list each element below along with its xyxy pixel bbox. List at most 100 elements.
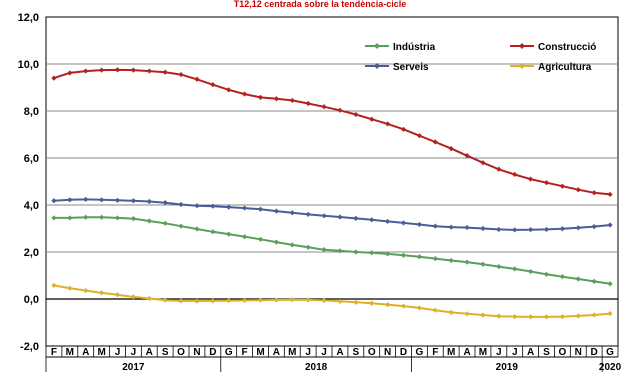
data-point [321, 104, 327, 110]
data-point [496, 263, 502, 270]
data-point [416, 305, 422, 311]
legend: Indústria Construcció Serveis Agricultura [365, 42, 596, 73]
data-point [480, 261, 486, 267]
data-point [67, 70, 73, 76]
series-line-0 [53, 216, 611, 285]
data-point [464, 311, 470, 317]
month-tick-label: J [321, 347, 327, 358]
data-point [528, 176, 534, 182]
month-tick-label: N [384, 347, 391, 358]
data-point [51, 282, 57, 288]
data-point [543, 314, 550, 320]
data-point [83, 196, 89, 202]
data-point [67, 197, 73, 203]
data-point [67, 285, 73, 291]
data-point [210, 298, 216, 304]
legend-label: Agricultura [538, 62, 592, 73]
month-tick-label: A [527, 347, 534, 358]
data-point [496, 313, 502, 319]
data-point [432, 223, 438, 229]
year-label: 2020 [599, 362, 622, 373]
data-point [130, 294, 136, 300]
legend-marker [374, 43, 380, 49]
data-point [432, 139, 438, 145]
data-point [416, 133, 422, 139]
month-tick-label: A [336, 347, 343, 358]
data-point [99, 67, 105, 73]
data-point [162, 200, 168, 206]
month-tick-label: J [115, 347, 121, 358]
month-tick-label: A [273, 347, 280, 358]
legend-marker [374, 63, 380, 69]
data-point [512, 227, 518, 233]
year-label: 2017 [122, 362, 145, 373]
data-point [178, 201, 184, 208]
data-point [575, 313, 581, 319]
data-point [528, 314, 534, 320]
data-point [146, 198, 152, 205]
data-point [543, 180, 550, 186]
data-point [559, 183, 565, 189]
data-point [305, 211, 311, 217]
data-point [114, 197, 121, 203]
data-point [83, 214, 89, 220]
data-point [607, 222, 613, 228]
y-tick-label: 0,0 [24, 294, 39, 306]
month-tick-label: G [415, 347, 423, 358]
data-point [432, 255, 438, 262]
data-point [591, 312, 597, 318]
data-point [130, 198, 136, 204]
data-point [210, 203, 216, 209]
data-point [385, 218, 391, 225]
data-point [130, 67, 136, 73]
data-point [226, 231, 232, 237]
data-point [400, 252, 407, 258]
data-point [51, 75, 57, 81]
data-point [353, 299, 359, 305]
data-point [385, 251, 391, 257]
data-point [321, 213, 327, 219]
data-point [257, 94, 264, 100]
data-point [194, 203, 200, 209]
data-point [512, 171, 518, 178]
month-tick-label: D [209, 347, 216, 358]
data-point [273, 239, 279, 245]
data-point [83, 68, 89, 74]
year-label: 2018 [305, 362, 328, 373]
data-point [480, 225, 486, 232]
data-point [369, 217, 375, 223]
data-point [321, 247, 327, 253]
month-tick-label: A [146, 347, 153, 358]
month-tick-label: A [463, 347, 470, 358]
data-point [242, 91, 248, 97]
data-point [321, 297, 327, 304]
data-point [528, 227, 534, 233]
data-point [273, 297, 279, 303]
data-point [496, 226, 502, 233]
year-label: 2019 [496, 362, 519, 373]
month-tick-label: J [512, 347, 518, 358]
data-point [448, 257, 454, 264]
series-line-2 [53, 198, 611, 231]
data-point [337, 107, 343, 113]
legend-label: Construcció [538, 42, 596, 53]
data-point [448, 224, 454, 230]
month-tick-label: N [575, 347, 582, 358]
legend-marker [519, 43, 525, 49]
data-point [178, 298, 184, 304]
y-tick-label: -2,0 [20, 341, 39, 353]
data-point [210, 229, 216, 235]
data-point [575, 187, 581, 193]
data-point [369, 250, 375, 256]
month-tick-label: F [242, 347, 248, 358]
data-point [337, 248, 343, 254]
data-point [67, 215, 73, 221]
y-tick-label: 2,0 [24, 247, 39, 259]
month-tick-label: G [606, 347, 614, 358]
month-tick-label: J [131, 347, 137, 358]
month-tick-label: S [543, 347, 550, 358]
data-point [99, 214, 105, 220]
month-tick-label: M [256, 347, 264, 358]
data-point [369, 300, 375, 306]
data-point [591, 278, 597, 284]
